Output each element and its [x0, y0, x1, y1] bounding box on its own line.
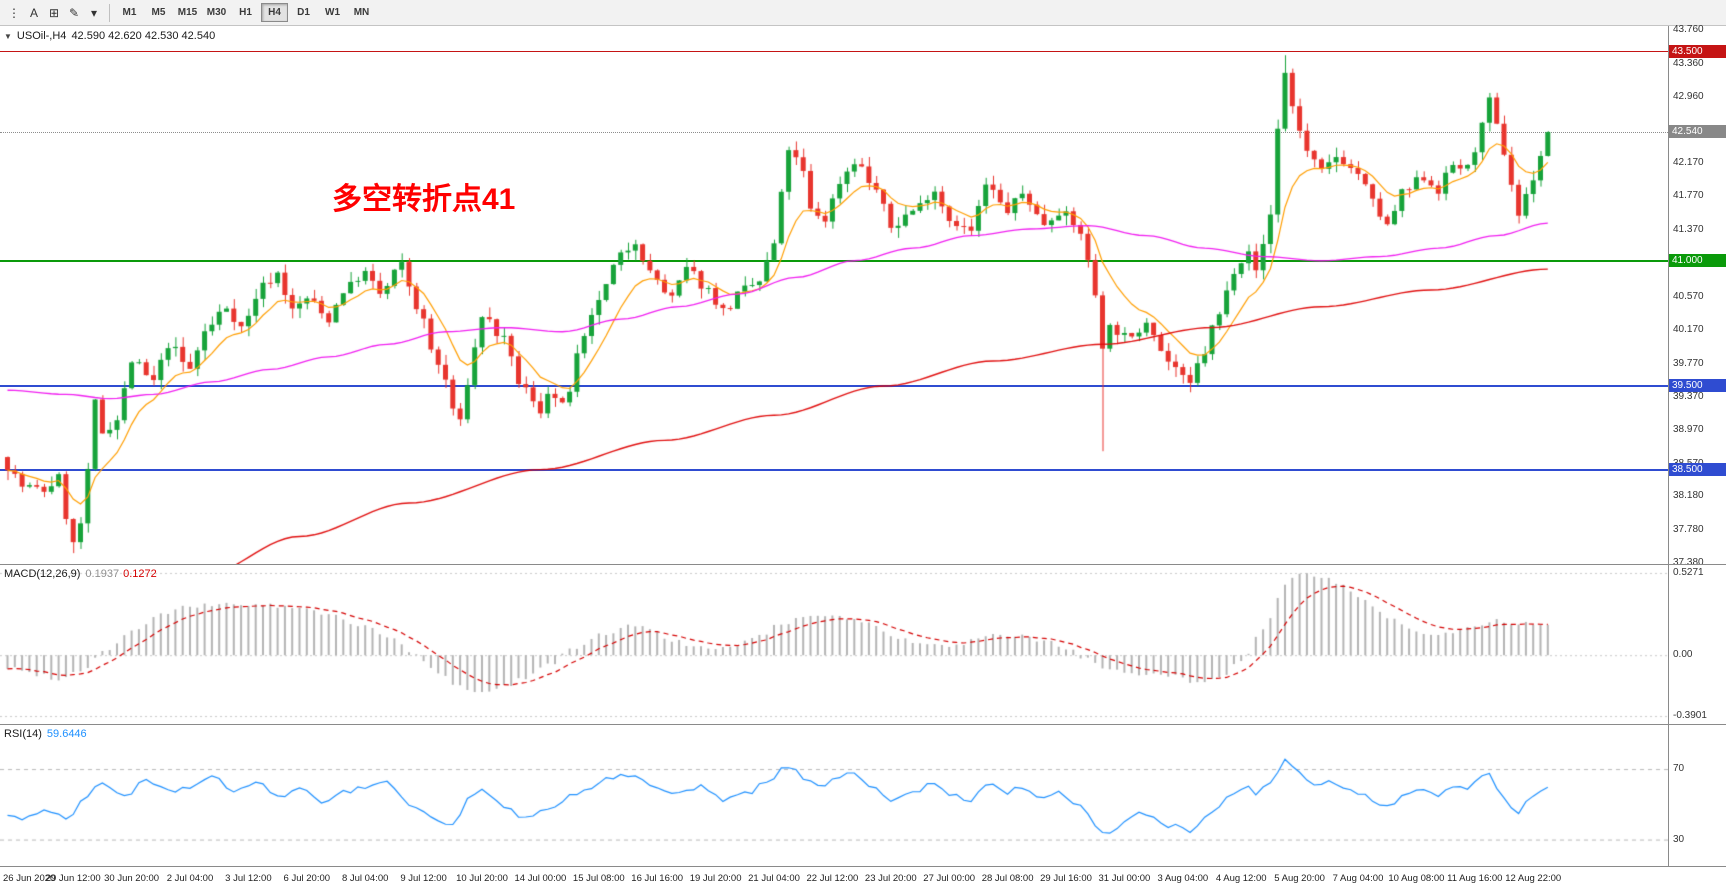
- rsi-pane: RSI(14) 59.6446 70 30: [0, 724, 1726, 866]
- chart-ohlc-header: ▼ USOil-,H4 42.590 42.620 42.530 42.540: [4, 30, 215, 42]
- price-tick-label: 42.960: [1673, 91, 1704, 102]
- price-tick-label: 40.570: [1673, 290, 1704, 302]
- time-axis-label: 9 Jul 12:00: [400, 873, 447, 884]
- tool-group: ⋮ A ⊞ ✎ ▾: [4, 3, 115, 23]
- chart-stack: ▼ USOil-,H4 42.590 42.620 42.530 42.540 …: [0, 24, 1726, 891]
- time-axis-label: 5 Aug 20:00: [1274, 873, 1325, 884]
- timeframe-button-m15[interactable]: M15: [174, 3, 201, 22]
- time-axis-label: 28 Jul 08:00: [981, 873, 1034, 884]
- time-axis-label: 27 Jul 00:00: [923, 873, 976, 884]
- time-axis-label: 16 Jul 16:00: [631, 873, 684, 884]
- time-axis-label: 15 Jul 08:00: [572, 873, 625, 884]
- macd-scale-label: 0.00: [1673, 649, 1693, 661]
- rsi-level-label: 70: [1673, 763, 1685, 775]
- time-axis-label: 29 Jun 12:00: [45, 873, 101, 884]
- time-axis-label: 2 Jul 04:00: [166, 873, 214, 884]
- toolbar: ⋮ A ⊞ ✎ ▾ M1 M5 M15 M30 H1 H4 D1 W1 MN: [0, 0, 1726, 26]
- draw-tool-button[interactable]: ✎: [68, 5, 80, 20]
- time-axis-label: 10 Jul 20:00: [456, 873, 508, 884]
- rsi-level-label: 30: [1673, 833, 1685, 845]
- ohlc-values: 42.590 42.620 42.530 42.540: [71, 30, 216, 42]
- price-tick-label: 41.770: [1673, 190, 1704, 202]
- price-tick-label: 42.170: [1673, 157, 1704, 168]
- macd-indicator-label: MACD(12,26,9) 0.1937 0.1272: [4, 568, 157, 580]
- macd-main-value: 0.1937: [85, 568, 120, 580]
- time-axis-label: 6 Jul 20:00: [283, 873, 331, 884]
- rsi-canvas[interactable]: [0, 725, 1668, 866]
- macd-name: MACD(12,26,9): [4, 568, 81, 580]
- time-axis-label: 12 Aug 22:00: [1505, 873, 1562, 884]
- time-axis-label: 21 Jul 04:00: [748, 873, 800, 884]
- main-plot[interactable]: ▼ USOil-,H4 42.590 42.620 42.530 42.540 …: [0, 26, 1668, 564]
- rsi-scale[interactable]: 70 30: [1668, 725, 1726, 866]
- time-axis-label: 3 Jul 12:00: [225, 873, 272, 884]
- price-tick-label: 37.380: [1673, 557, 1704, 569]
- time-axis-label: 10 Aug 08:00: [1388, 873, 1445, 884]
- one-click-trading-arrow-icon[interactable]: ▼: [4, 31, 12, 41]
- price-level-badge-39.500: 39.500: [1669, 379, 1726, 393]
- price-tick-label: 38.180: [1673, 490, 1704, 502]
- price-tick-label: 38.970: [1673, 424, 1704, 436]
- macd-pane: MACD(12,26,9) 0.1937 0.1272 0.5271 0.00 -0.3…: [0, 564, 1726, 724]
- macd-scale-label: 0.5271: [1673, 566, 1704, 578]
- timeframe-button-m5[interactable]: M5: [145, 3, 172, 22]
- time-axis-label: 19 Jul 20:00: [689, 873, 742, 884]
- toolbar-separator: [109, 3, 110, 22]
- price-level-badge-43.500: 43.500: [1669, 44, 1726, 58]
- timeframe-button-m30[interactable]: M30: [203, 3, 230, 22]
- price-tick-label: 43.360: [1673, 57, 1704, 69]
- macd-signal-value: 0.1272: [123, 568, 157, 580]
- price-tick-label: 43.760: [1673, 24, 1704, 36]
- main-chart-canvas[interactable]: [0, 26, 1668, 564]
- timeframe-button-h1[interactable]: H1: [232, 3, 259, 22]
- text-annotation-tool-button[interactable]: A: [29, 5, 38, 20]
- macd-scale[interactable]: 0.5271 0.00 -0.3901: [1668, 565, 1726, 724]
- price-level-badge-38.500: 38.500: [1669, 462, 1726, 476]
- symbol-period-label: USOil-,H4: [16, 30, 67, 42]
- macd-canvas[interactable]: [0, 565, 1668, 724]
- time-axis-label: 7 Aug 04:00: [1332, 873, 1384, 884]
- rsi-name: RSI(14): [4, 728, 42, 740]
- time-axis-label: 3 Aug 04:00: [1157, 873, 1209, 884]
- price-scale[interactable]: 43.76043.36042.96042.56042.17041.77041.3…: [1668, 24, 1726, 568]
- time-axis-label: 4 Aug 12:00: [1215, 873, 1267, 884]
- rsi-indicator-label: RSI(14) 59.6446: [4, 728, 87, 740]
- timeframe-button-w1[interactable]: W1: [319, 3, 346, 22]
- current-price-badge: 42.540: [1669, 125, 1726, 139]
- toolbar-drag-handle[interactable]: ⋮: [8, 5, 20, 20]
- time-axis-label: 22 Jul 12:00: [806, 873, 859, 884]
- price-level-badge-41.000: 41.000: [1669, 253, 1726, 267]
- timeframe-button-m1[interactable]: M1: [116, 3, 143, 22]
- time-axis-label: 29 Jul 16:00: [1040, 873, 1092, 884]
- timeframe-group: M1 M5 M15 M30 H1 H4 D1 W1 MN: [115, 3, 376, 22]
- time-axis-label: 8 Jul 04:00: [341, 873, 389, 884]
- time-axis-label: 26 Jun 2020: [3, 873, 56, 884]
- time-axis-label: 30 Jun 20:00: [104, 873, 160, 884]
- price-tick-label: 40.170: [1673, 324, 1704, 336]
- annotation-text-object[interactable]: 多空转折点41: [332, 183, 516, 216]
- price-tick-label: 37.780: [1673, 523, 1704, 535]
- timeframe-button-h4[interactable]: H4: [261, 3, 288, 22]
- time-axis-label: 11 Aug 16:00: [1447, 873, 1503, 884]
- price-tick-label: 39.370: [1673, 390, 1704, 402]
- rsi-plot[interactable]: RSI(14) 59.6446: [0, 725, 1668, 866]
- main-chart-pane: ▼ USOil-,H4 42.590 42.620 42.530 42.540 …: [0, 24, 1726, 568]
- time-axis[interactable]: 26 Jun 2020 29 Jun 12:00 30 Jun 20:00 2 Jul…: [0, 866, 1726, 891]
- price-tick-label: 39.770: [1673, 357, 1704, 369]
- time-axis-label: 14 Jul 00:00: [514, 873, 567, 884]
- macd-scale-label: -0.3901: [1673, 710, 1707, 722]
- timeframe-button-mn[interactable]: MN: [348, 3, 375, 22]
- rsi-value: 59.6446: [46, 728, 87, 740]
- objects-tool-button[interactable]: ⊞: [48, 5, 60, 20]
- time-axis-label: 31 Jul 00:00: [1098, 873, 1151, 884]
- timeframe-button-d1[interactable]: D1: [290, 3, 317, 22]
- price-tick-label: 41.370: [1673, 223, 1704, 235]
- macd-plot[interactable]: MACD(12,26,9) 0.1937 0.1272: [0, 565, 1668, 724]
- draw-tool-dropdown-arrow[interactable]: ▾: [90, 5, 98, 20]
- time-axis-label: 23 Jul 20:00: [864, 873, 917, 884]
